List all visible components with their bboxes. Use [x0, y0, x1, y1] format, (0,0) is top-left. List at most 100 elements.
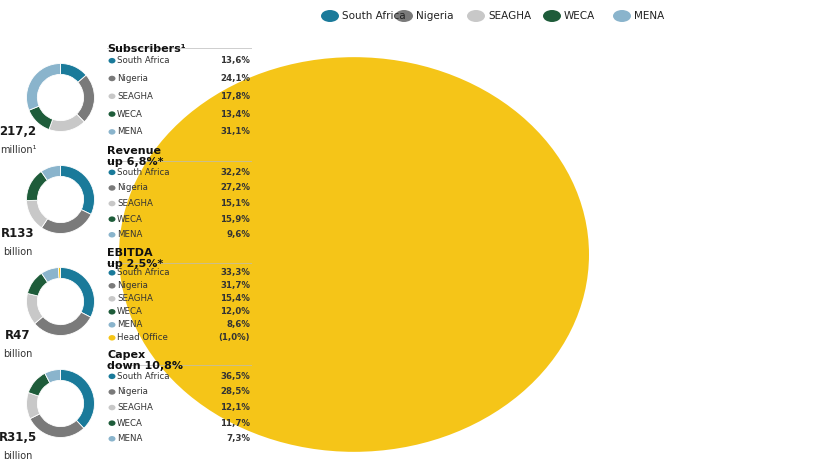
Wedge shape — [26, 63, 60, 110]
Ellipse shape — [109, 201, 116, 206]
Text: 15,1%: 15,1% — [220, 199, 250, 208]
Text: WECA: WECA — [564, 11, 595, 21]
Text: MENA: MENA — [117, 434, 142, 443]
Text: SEAGHA: SEAGHA — [488, 11, 531, 21]
Ellipse shape — [109, 76, 116, 81]
Text: Nigeria: Nigeria — [117, 74, 148, 83]
Ellipse shape — [109, 322, 116, 328]
Text: EBITDA: EBITDA — [107, 248, 153, 258]
Wedge shape — [45, 369, 60, 383]
Ellipse shape — [119, 57, 589, 452]
Ellipse shape — [109, 94, 116, 99]
Text: 24,1%: 24,1% — [220, 74, 250, 83]
Text: billion: billion — [3, 451, 33, 459]
Ellipse shape — [109, 283, 116, 289]
Ellipse shape — [543, 10, 561, 22]
Text: MENA: MENA — [117, 230, 142, 239]
Text: Capex: Capex — [107, 350, 145, 360]
Text: 13,4%: 13,4% — [220, 110, 250, 118]
Wedge shape — [60, 268, 95, 317]
Ellipse shape — [109, 296, 116, 302]
Wedge shape — [29, 106, 53, 129]
Wedge shape — [42, 268, 59, 282]
Ellipse shape — [109, 170, 116, 175]
Text: SEAGHA: SEAGHA — [117, 199, 153, 208]
Text: WECA: WECA — [117, 215, 143, 224]
Ellipse shape — [109, 58, 116, 63]
Text: up 2,5%*: up 2,5%* — [107, 259, 163, 269]
Wedge shape — [42, 210, 91, 234]
Wedge shape — [60, 166, 95, 214]
Text: down 10,8%: down 10,8% — [107, 361, 183, 371]
Ellipse shape — [109, 216, 116, 222]
Ellipse shape — [109, 335, 116, 341]
Text: Nigeria: Nigeria — [416, 11, 454, 21]
Ellipse shape — [467, 10, 485, 22]
Wedge shape — [26, 293, 43, 324]
Text: Head Office: Head Office — [117, 333, 168, 342]
Text: 33,3%: 33,3% — [220, 269, 250, 277]
Wedge shape — [30, 414, 84, 437]
Ellipse shape — [109, 129, 116, 134]
Wedge shape — [59, 268, 60, 279]
Ellipse shape — [321, 10, 339, 22]
Ellipse shape — [395, 10, 413, 22]
Text: WECA: WECA — [117, 419, 143, 428]
Text: WECA: WECA — [117, 110, 143, 118]
Text: billion: billion — [3, 349, 33, 359]
Text: South Africa: South Africa — [342, 11, 406, 21]
Text: R47: R47 — [5, 329, 31, 342]
Wedge shape — [42, 166, 60, 180]
Text: MENA: MENA — [117, 320, 142, 329]
Wedge shape — [29, 373, 50, 396]
Text: billion: billion — [3, 247, 33, 257]
Ellipse shape — [109, 389, 116, 395]
Wedge shape — [60, 63, 86, 82]
Text: 27,2%: 27,2% — [220, 184, 250, 192]
Text: MENA: MENA — [117, 128, 142, 136]
Text: Nigeria: Nigeria — [117, 281, 148, 290]
Ellipse shape — [109, 309, 116, 314]
Text: Nigeria: Nigeria — [117, 184, 148, 192]
Text: South Africa: South Africa — [117, 269, 170, 277]
Text: SEAGHA: SEAGHA — [117, 294, 153, 303]
Text: South Africa: South Africa — [117, 372, 170, 381]
Text: SEAGHA: SEAGHA — [117, 92, 153, 101]
Ellipse shape — [109, 185, 116, 190]
Text: 28,5%: 28,5% — [220, 387, 250, 397]
Text: 15,9%: 15,9% — [220, 215, 250, 224]
Text: 12,0%: 12,0% — [220, 307, 250, 316]
Text: 31,1%: 31,1% — [220, 128, 250, 136]
Text: R133: R133 — [2, 227, 35, 240]
Text: 15,4%: 15,4% — [220, 294, 250, 303]
Ellipse shape — [613, 10, 631, 22]
Ellipse shape — [109, 436, 116, 442]
Text: Subscribers¹: Subscribers¹ — [107, 44, 185, 54]
Ellipse shape — [109, 420, 116, 426]
Text: million¹: million¹ — [0, 145, 36, 155]
Text: 13,6%: 13,6% — [220, 56, 250, 65]
Text: South Africa: South Africa — [117, 168, 170, 177]
Text: Revenue: Revenue — [107, 146, 161, 156]
Wedge shape — [26, 392, 40, 419]
Ellipse shape — [109, 405, 116, 410]
Wedge shape — [26, 200, 47, 228]
Text: 11,7%: 11,7% — [220, 419, 250, 428]
Text: WECA: WECA — [117, 307, 143, 316]
Text: 17,8%: 17,8% — [220, 92, 250, 101]
Text: 32,2%: 32,2% — [220, 168, 250, 177]
Ellipse shape — [109, 232, 116, 237]
Text: R31,5: R31,5 — [0, 431, 37, 444]
Ellipse shape — [109, 270, 116, 275]
Text: SEAGHA: SEAGHA — [117, 403, 153, 412]
Text: MENA: MENA — [634, 11, 664, 21]
Text: up 6,8%*: up 6,8%* — [107, 157, 163, 167]
Text: (1,0%): (1,0%) — [219, 333, 250, 342]
Text: 217,2: 217,2 — [0, 125, 37, 138]
Ellipse shape — [109, 374, 116, 379]
Wedge shape — [28, 273, 47, 296]
Text: 8,6%: 8,6% — [226, 320, 250, 329]
Ellipse shape — [109, 112, 116, 117]
Wedge shape — [35, 312, 91, 336]
Text: 9,6%: 9,6% — [226, 230, 250, 239]
